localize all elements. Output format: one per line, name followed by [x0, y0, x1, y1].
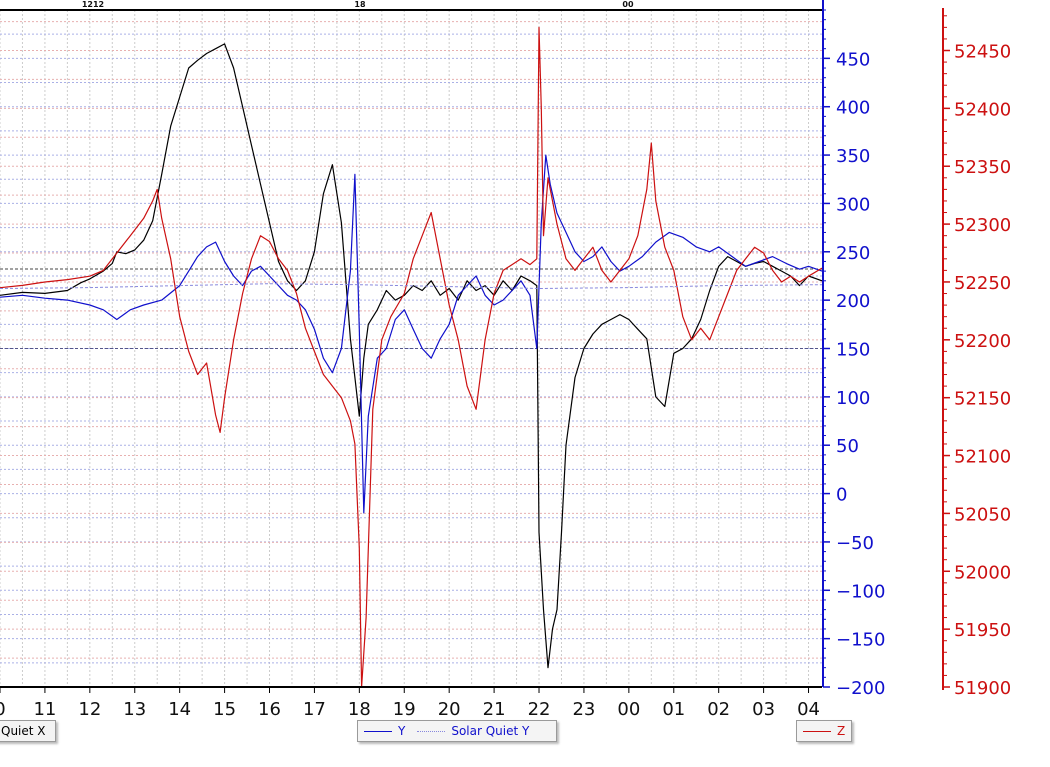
legend-entry-solar-quiet-y: Solar Quiet Y [417, 724, 529, 738]
y-left-tick-label: 50 [836, 436, 859, 457]
x-tick-label: 14 [168, 699, 191, 720]
legend-entry-y: Y [364, 724, 405, 738]
legend-swatch-z [803, 730, 831, 732]
y-left-tick-label: −150 [836, 630, 885, 651]
y-right-tick-label: 52450 [954, 42, 1011, 63]
y-right-tick-label: 52350 [954, 157, 1011, 178]
legend-y[interactable]: Y Solar Quiet Y [357, 720, 557, 742]
legend-swatch-solar-quiet-y [417, 730, 446, 732]
x-tick-label: 22 [528, 699, 551, 720]
legend-entry-z: Z [803, 724, 845, 738]
y-right-tick-label: 52150 [954, 389, 1011, 410]
x-tick-label: 20 [438, 699, 461, 720]
series-line-y [0, 154, 823, 514]
y-left-tick-label: 250 [836, 243, 870, 264]
series-line-solar-quiet-x [0, 43, 823, 669]
y-left-tick-label: −50 [836, 533, 874, 554]
y-right-tick-label: 52100 [954, 447, 1011, 468]
x-tick-label: 13 [123, 699, 146, 720]
legend-label-solar-quiet-y: Solar Quiet Y [451, 724, 530, 738]
x-tick-label: 18 [348, 699, 371, 720]
y-right-tick-label: 52050 [954, 504, 1011, 525]
tick-labels: 1212180001112131415161718192021222300010… [0, 0, 1011, 720]
series-lines [0, 26, 823, 688]
legend-x[interactable]: Quiet X [0, 720, 56, 742]
top-label: 1212 [82, 0, 104, 9]
x-tick-label: 21 [483, 699, 506, 720]
y-right-tick-label: 52400 [954, 99, 1011, 120]
series-line-z [0, 26, 823, 688]
y-left-tick-label: −200 [836, 678, 885, 699]
x-tick-label: 16 [258, 699, 281, 720]
legend-entry-quiet-x: Quiet X [1, 724, 46, 738]
x-tick-label: 02 [707, 699, 730, 720]
x-tick-label: 17 [303, 699, 326, 720]
y-left-tick-label: 0 [836, 485, 847, 506]
top-label: 18 [354, 0, 366, 9]
legend-label-z: Z [837, 724, 846, 738]
x-tick-label: 15 [213, 699, 236, 720]
y-right-tick-label: 52000 [954, 562, 1011, 583]
y-left-tick-label: 450 [836, 49, 870, 70]
top-label: 00 [622, 0, 634, 9]
x-tick-label: 03 [752, 699, 775, 720]
y-left-tick-label: −100 [836, 581, 885, 602]
x-tick-label: 00 [617, 699, 640, 720]
y-right-tick-label: 52300 [954, 215, 1011, 236]
x-tick-label: 12 [78, 699, 101, 720]
x-tick-label: 11 [33, 699, 56, 720]
y-left-tick-label: 200 [836, 291, 870, 312]
y-right-tick-label: 52250 [954, 273, 1011, 294]
legend-z[interactable]: Z [796, 720, 852, 742]
y-right-tick-label: 51950 [954, 620, 1011, 641]
y-right-tick-label: 51900 [954, 678, 1011, 699]
y-left-tick-label: 400 [836, 98, 870, 119]
y-left-tick-label: 150 [836, 340, 870, 361]
grid-lines [0, 9, 822, 688]
x-tick-label: 23 [572, 699, 595, 720]
x-tick-label: 0 [0, 699, 6, 720]
x-tick-label: 19 [393, 699, 416, 720]
legend-label-y: Y [398, 724, 406, 738]
x-tick-label: 04 [797, 699, 820, 720]
x-tick-label: 01 [662, 699, 685, 720]
legend-label-quiet-x: Quiet X [1, 724, 46, 738]
y-left-tick-label: 300 [836, 194, 870, 215]
y-right-tick-label: 52200 [954, 331, 1011, 352]
axes [0, 0, 950, 693]
y-left-tick-label: 100 [836, 388, 870, 409]
y-left-tick-label: 350 [836, 146, 870, 167]
legend-swatch-y [364, 730, 392, 732]
